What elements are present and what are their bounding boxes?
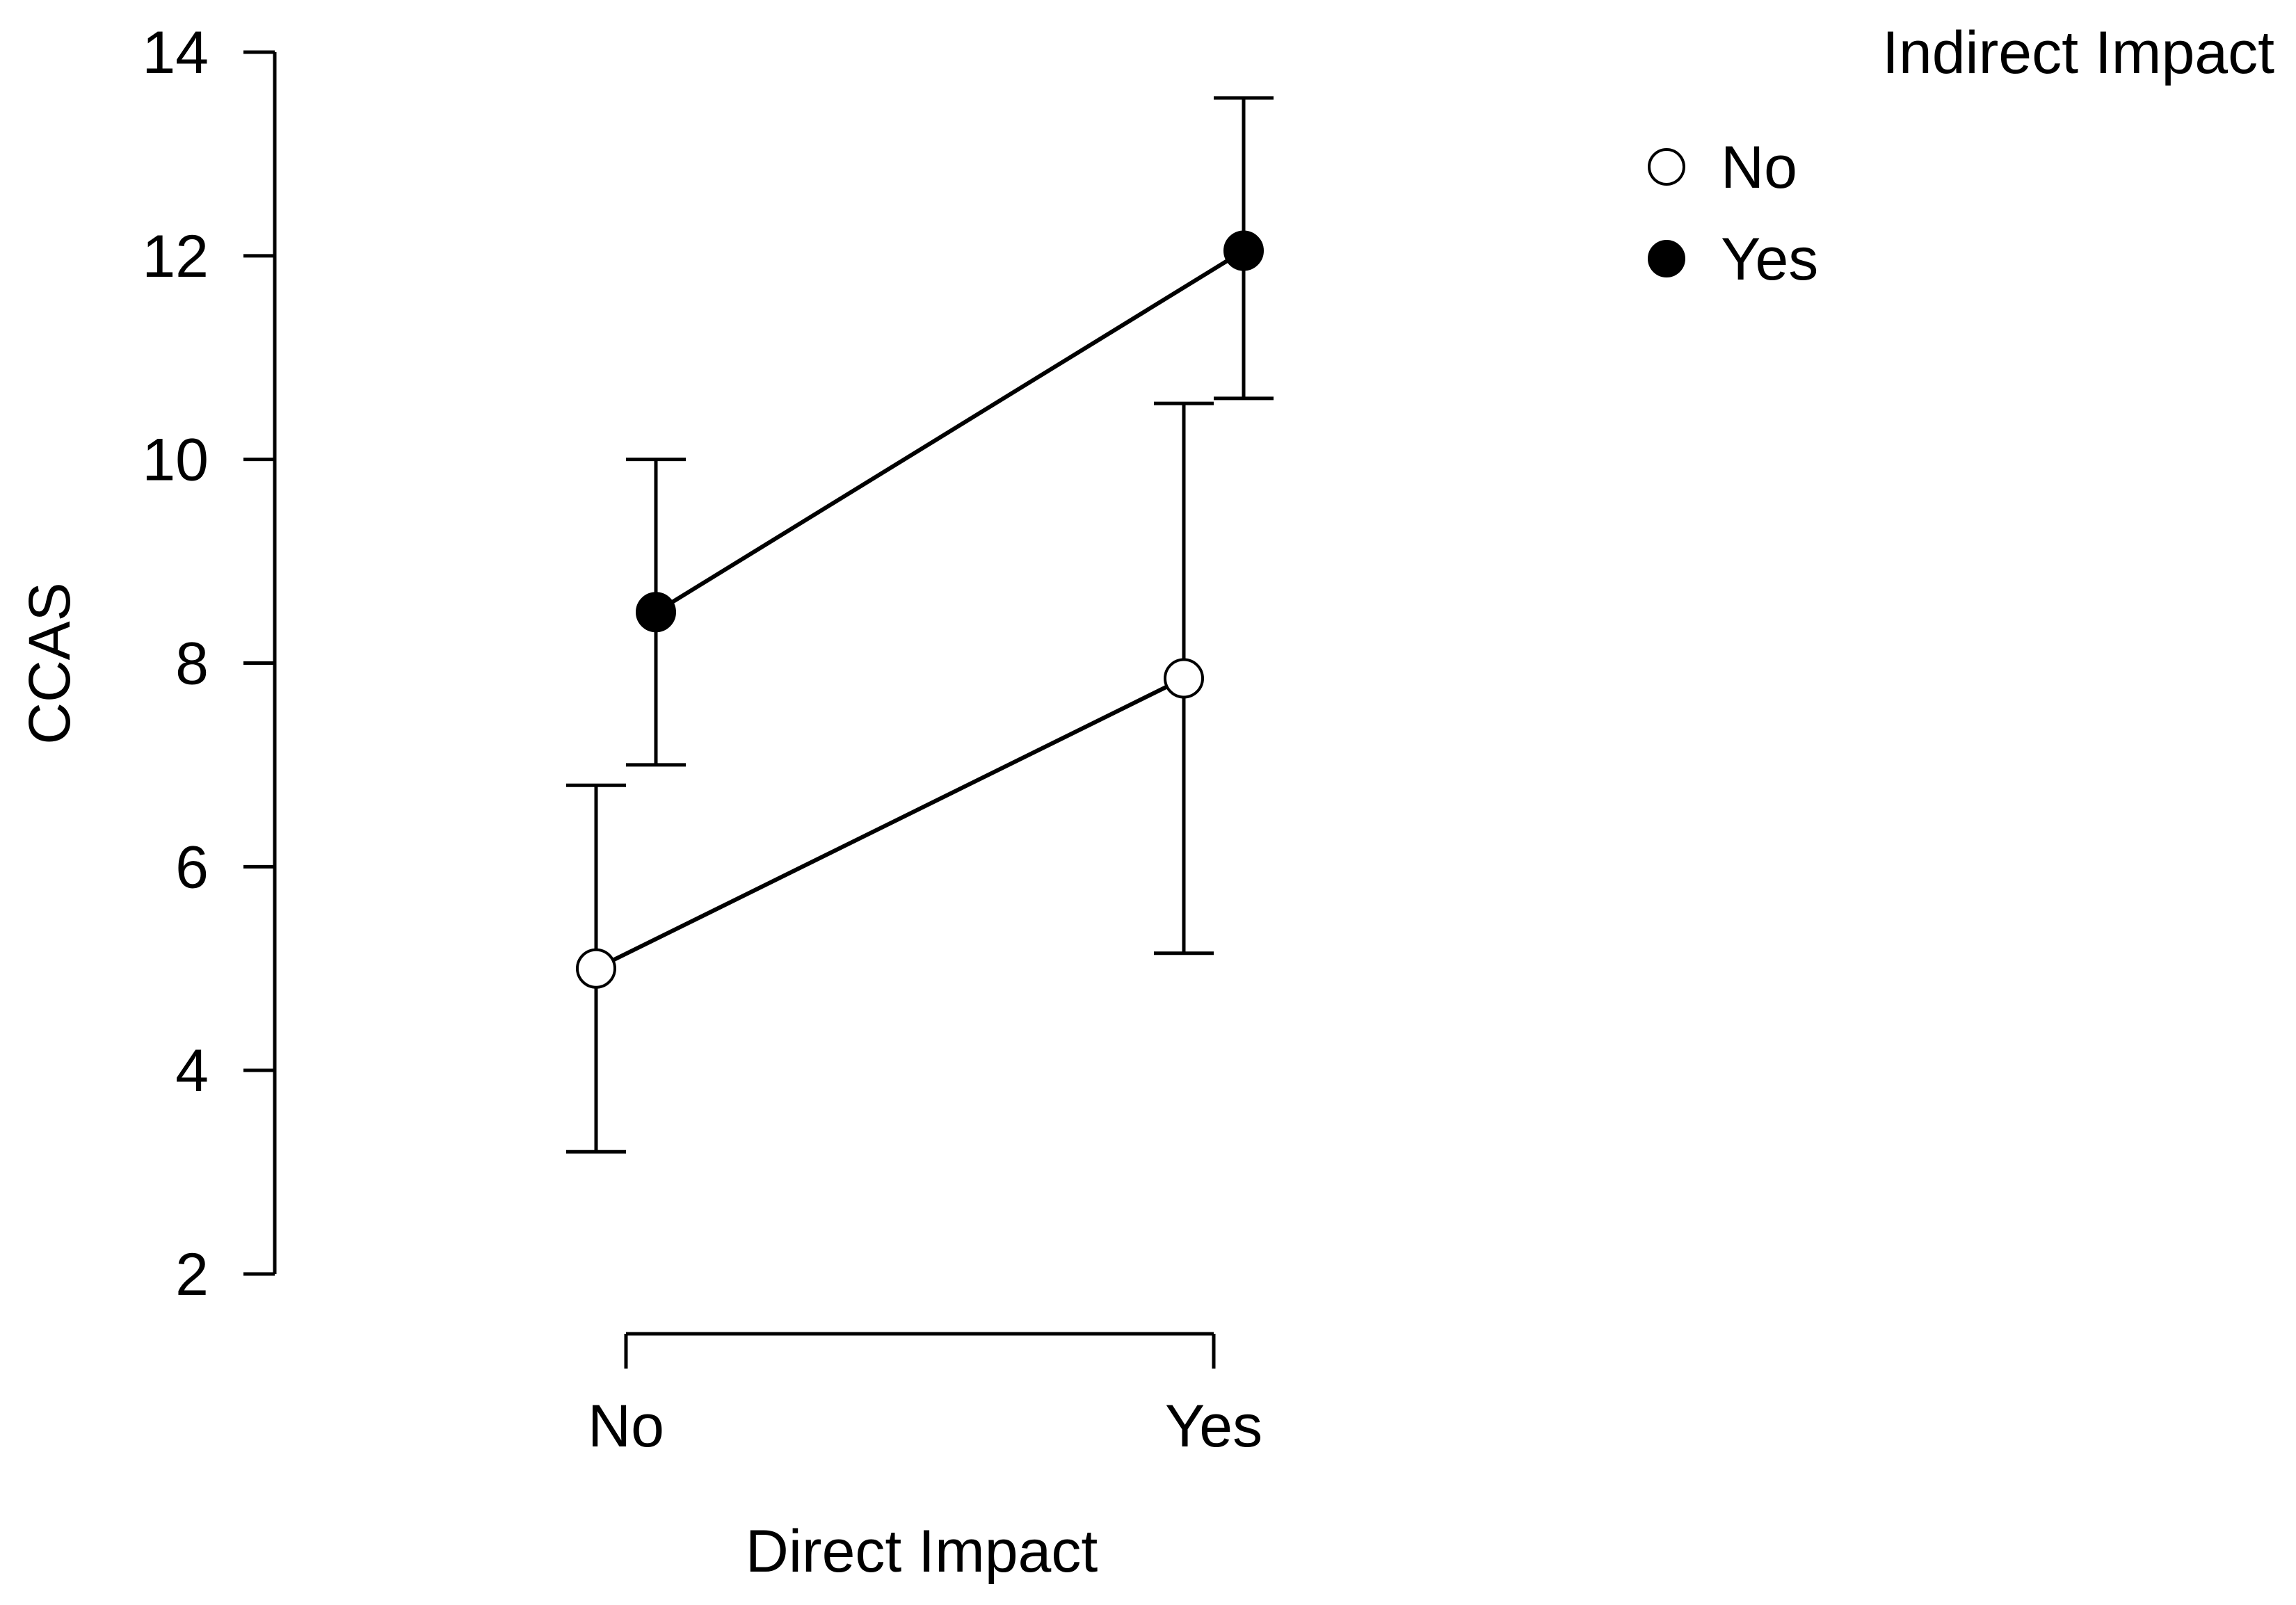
series-yes: [626, 96, 1274, 767]
x-tick-label-yes: Yes: [1165, 1393, 1262, 1460]
y-tick-label-4: 4: [175, 1038, 209, 1104]
y-tick-label-8: 8: [175, 631, 209, 697]
x-tick-label-no: No: [588, 1393, 664, 1460]
y-tick-label-2: 2: [175, 1241, 209, 1308]
legend-no-marker: [1648, 148, 1685, 186]
series-no-no-point: [576, 948, 616, 989]
y-tick-label-6: 6: [175, 834, 209, 901]
y-tick-label-12: 12: [142, 223, 209, 290]
series-no: [566, 401, 1214, 1154]
series-yes-line: [655, 248, 1245, 614]
legend-yes-label: Yes: [1721, 226, 1818, 293]
legend-yes-marker: [1648, 240, 1685, 277]
legend: Indirect Impact No Yes: [1648, 19, 2274, 293]
series-no-line: [595, 676, 1185, 971]
y-tick-label-10: 10: [142, 427, 209, 494]
series-yes-yes-point: [1223, 230, 1264, 271]
x-axis: No Yes: [588, 1332, 1262, 1460]
legend-no-label: No: [1721, 134, 1797, 201]
y-axis: 2 4 6 8 10 12 14: [142, 19, 277, 1308]
y-tick-label-14: 14: [142, 19, 209, 86]
legend-title: Indirect Impact: [1882, 19, 2274, 86]
series-yes-no-point: [636, 592, 676, 633]
y-axis-title: CCAS: [17, 582, 82, 744]
series-layer: [566, 96, 1274, 1154]
x-axis-title: Direct Impact: [746, 1518, 1098, 1585]
series-no-yes-point: [1164, 658, 1204, 699]
